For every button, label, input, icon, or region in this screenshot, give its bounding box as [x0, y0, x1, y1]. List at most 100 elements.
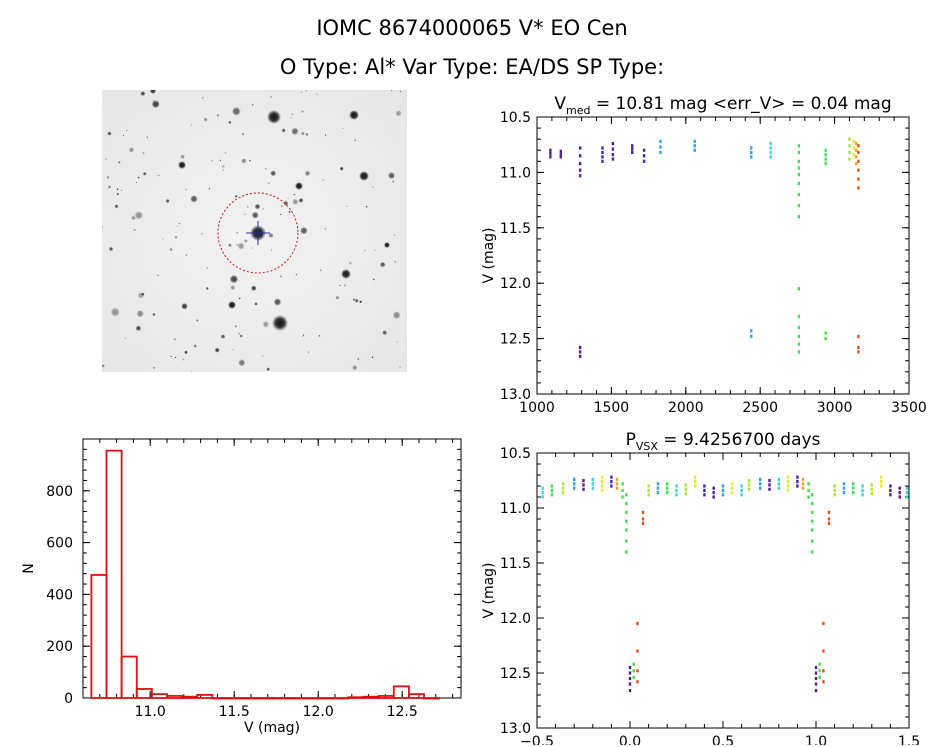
star [142, 171, 147, 176]
star [399, 90, 402, 93]
data-point [712, 491, 715, 495]
star [120, 189, 123, 192]
y-tick-label: 12.0 [500, 611, 531, 627]
data-point [811, 510, 814, 514]
star [234, 325, 237, 328]
data-point [731, 491, 734, 495]
x-tick-label: 2000 [668, 400, 704, 415]
star [110, 307, 120, 317]
data-point [656, 491, 660, 495]
data-point [561, 486, 565, 490]
data-point [647, 493, 650, 497]
bright-star [228, 301, 236, 309]
bright-star [178, 161, 186, 169]
data-point [889, 488, 892, 492]
data-point [631, 150, 634, 155]
data-point [861, 484, 864, 488]
data-point [721, 488, 725, 492]
y-tick-label: 200 [46, 639, 73, 655]
data-point [703, 493, 706, 497]
star [346, 205, 348, 207]
phased-light-curve-chart: −0.5 0.0 0.5 1.0 1.5 10.5 11.0 11.5 12.0 12.5 13.0… [481, 430, 920, 745]
y-axis-label: V (mag) [481, 562, 497, 618]
star [173, 338, 176, 341]
histogram-bin [347, 696, 365, 699]
figure-title: IOMC 8674000065 V* EO Cen [316, 16, 628, 40]
data-point [769, 141, 772, 146]
star [201, 233, 203, 235]
data-point [898, 486, 901, 490]
data-point [631, 147, 634, 151]
star [281, 128, 286, 133]
star [206, 267, 208, 269]
data-point [647, 484, 650, 488]
data-point [636, 621, 639, 626]
star [237, 242, 245, 250]
x-tick-label: 1.0 [805, 734, 827, 745]
star [300, 131, 305, 136]
star [393, 234, 396, 236]
data-point [601, 155, 604, 159]
star [193, 344, 197, 348]
figure-subtitle: O Type: Al* Var Type: EA/DS SP Type: [279, 55, 665, 79]
data-point [870, 487, 873, 491]
data-point [591, 486, 594, 490]
y-tick-label: 13.0 [500, 721, 531, 737]
star [152, 99, 155, 102]
star [228, 120, 232, 124]
histogram-bin [226, 697, 244, 700]
x-tick-label: 3500 [891, 400, 927, 415]
star [359, 300, 363, 304]
data-point [852, 486, 855, 490]
data-point [582, 478, 585, 483]
data-point [807, 482, 810, 486]
data-point [857, 144, 860, 148]
star [124, 337, 127, 340]
star [322, 179, 324, 181]
data-point [636, 649, 639, 653]
bright-star [349, 110, 359, 120]
data-point [578, 154, 582, 158]
star [196, 319, 199, 322]
star [354, 139, 357, 142]
data-point [628, 676, 632, 681]
histogram-bin [256, 697, 274, 700]
data-point [610, 475, 613, 479]
data-point [666, 482, 669, 486]
star [268, 232, 274, 238]
star [165, 198, 170, 204]
data-point [842, 486, 846, 490]
x-tick-label: 12.0 [303, 704, 334, 720]
histogram-bin [211, 697, 229, 700]
data-point [625, 502, 628, 506]
data-point [824, 161, 827, 166]
star [238, 297, 241, 300]
data-point [818, 675, 821, 679]
data-point [769, 150, 772, 155]
data-point [550, 484, 554, 488]
histogram-bin [105, 449, 123, 699]
data-point [818, 669, 821, 673]
star [149, 90, 157, 94]
data-point [796, 484, 799, 488]
histogram-bin [150, 693, 168, 699]
star [157, 274, 159, 277]
data-point [797, 314, 801, 319]
y-tick-label: 10.5 [500, 446, 531, 462]
histogram-bin [196, 693, 214, 699]
data-point [632, 662, 635, 666]
data-point [759, 482, 762, 486]
data-point [759, 486, 762, 490]
star [140, 91, 146, 97]
data-point [675, 488, 678, 492]
data-point [759, 477, 762, 481]
data-point [861, 488, 864, 492]
star [216, 114, 220, 117]
histogram-bin [166, 695, 184, 699]
data-point [879, 484, 883, 488]
data-point [636, 680, 639, 684]
histogram-bin [241, 697, 259, 700]
data-point [852, 482, 855, 486]
data-point [747, 487, 751, 491]
star [266, 367, 270, 372]
